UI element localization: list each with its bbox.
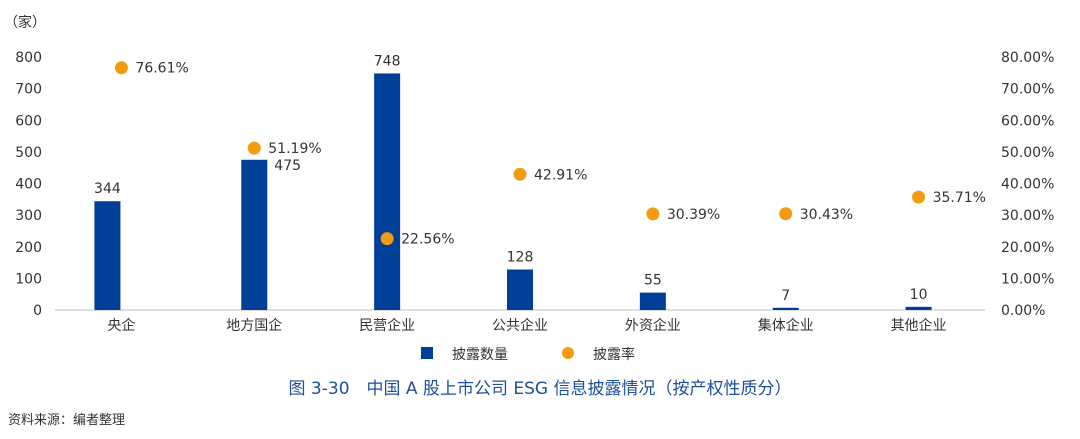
bar — [374, 73, 401, 310]
bar-value-label: 7 — [781, 288, 790, 304]
right-tick-label: 20.00% — [1001, 240, 1054, 256]
left-tick-label: 0 — [33, 303, 42, 319]
right-axis-ticks: 0.00% 10.00% 20.00% 30.00% 40.00% 50.00% 60.00… — [1001, 50, 1054, 319]
legend: 披露数量 披露率 — [421, 346, 635, 363]
rate-value-label: 76.61% — [135, 61, 188, 77]
bar — [639, 292, 666, 310]
bar — [507, 269, 533, 310]
bar-value-label: 748 — [374, 53, 401, 69]
left-tick-label: 600 — [15, 113, 42, 129]
rate-value-label: 42.91% — [534, 167, 587, 183]
right-tick-label: 0.00% — [1001, 303, 1045, 319]
legend-dot-swatch — [562, 347, 574, 359]
rate-value-label: 30.39% — [667, 207, 720, 223]
rate-value-label: 51.19% — [268, 141, 321, 157]
right-tick-label: 50.00% — [1001, 145, 1054, 161]
bar-value-label: 344 — [94, 181, 121, 197]
left-tick-label: 500 — [15, 145, 42, 161]
bar-series — [94, 73, 932, 310]
rate-point — [380, 232, 394, 246]
right-tick-label: 70.00% — [1001, 82, 1054, 98]
bar-value-label: 475 — [274, 158, 301, 174]
left-tick-label: 700 — [15, 82, 42, 98]
left-tick-label: 300 — [15, 208, 42, 224]
legend-bar-label: 披露数量 — [452, 347, 508, 363]
legend-bar-swatch — [421, 347, 433, 359]
right-tick-label: 60.00% — [1001, 113, 1054, 129]
source-note: 资料来源：编者整理 — [8, 413, 126, 428]
rate-value-label: 30.43% — [800, 207, 853, 223]
rate-series — [114, 61, 926, 246]
left-tick-label: 100 — [15, 271, 42, 287]
bar-value-label: 10 — [910, 287, 928, 303]
category-label: 地方国企 — [226, 317, 282, 334]
left-tick-label: 400 — [15, 177, 42, 193]
figure-caption: 图 3-30 中国 A 股上市公司 ESG 信息披露情况（按产权性质分） — [288, 379, 792, 399]
rate-point — [646, 207, 660, 221]
category-label: 集体企业 — [758, 317, 814, 334]
rate-point — [513, 167, 527, 181]
rate-data-labels: 76.61% 51.19% 22.56% 42.91% 30.39% 30.43% 35.7… — [135, 61, 986, 248]
bar — [772, 307, 799, 310]
left-axis-unit: （家） — [4, 14, 46, 31]
right-tick-label: 30.00% — [1001, 208, 1054, 224]
bar-value-label: 128 — [507, 250, 534, 266]
rate-point — [912, 190, 926, 204]
left-axis-ticks: 0 100 200 300 400 500 600 700 800 — [15, 50, 42, 319]
right-tick-label: 80.00% — [1001, 50, 1054, 66]
category-label: 央企 — [107, 317, 135, 334]
category-labels: 央企 地方国企 民营企业 公共企业 外资企业 集体企业 其他企业 — [107, 317, 946, 334]
category-label: 民营企业 — [359, 317, 415, 334]
left-tick-label: 200 — [15, 240, 42, 256]
rate-point — [114, 61, 128, 75]
bar — [905, 306, 932, 310]
category-label: 外资企业 — [625, 317, 681, 334]
bar-value-label: 55 — [644, 273, 662, 289]
category-label: 其他企业 — [891, 317, 947, 334]
bar-data-labels: 344 475 748 128 55 7 10 — [94, 53, 927, 303]
esg-disclosure-chart: （家） 0 100 200 300 400 500 600 700 800 0.00% 10.00… — [4, 14, 1054, 363]
rate-value-label: 22.56% — [401, 232, 454, 248]
rate-value-label: 35.71% — [933, 190, 986, 206]
right-tick-label: 10.00% — [1001, 271, 1054, 287]
bar — [241, 159, 268, 310]
rate-point — [247, 141, 261, 155]
right-tick-label: 40.00% — [1001, 177, 1054, 193]
bar — [94, 201, 121, 310]
legend-dot-label: 披露率 — [593, 346, 635, 363]
rate-point — [779, 207, 793, 221]
category-label: 公共企业 — [492, 317, 548, 334]
left-tick-label: 800 — [15, 50, 42, 66]
